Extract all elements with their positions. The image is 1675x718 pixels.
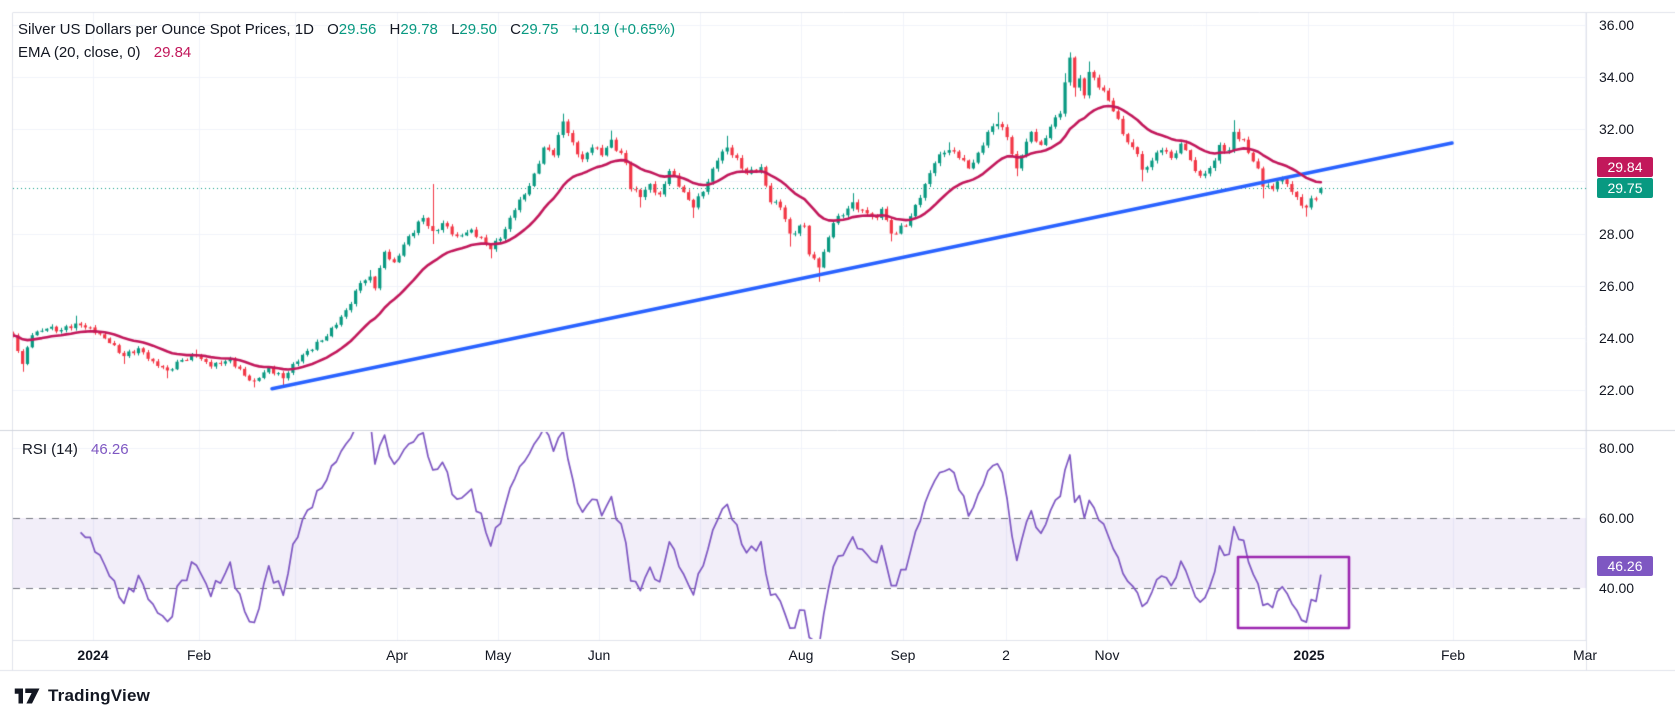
high-label: H — [389, 21, 401, 38]
time-label: Feb — [186, 647, 212, 663]
rsi-tick-label: 60.00 — [1599, 510, 1635, 526]
price-tick-label: 24.00 — [1599, 329, 1635, 346]
symbol-title: Silver US Dollars per Ounce Spot Prices,… — [18, 21, 314, 38]
open-label: O — [327, 21, 339, 38]
ema-value: 29.84 — [153, 44, 192, 61]
time-label: Jun — [587, 647, 611, 663]
symbol-legend[interactable]: Silver US Dollars per Ounce Spot Prices,… — [18, 21, 675, 38]
last-price-badge: 29.75 — [1597, 178, 1653, 198]
low-label: L — [451, 21, 460, 38]
price-tick-label: 28.00 — [1599, 225, 1635, 242]
tradingview-logo-text: TradingView — [48, 686, 151, 705]
time-label: Mar — [1572, 647, 1598, 663]
price-tick-label: 36.00 — [1599, 17, 1635, 33]
ema-legend[interactable]: EMA (20, close, 0) 29.84 — [18, 44, 191, 61]
time-label: Sep — [890, 647, 916, 663]
time-label: Apr — [386, 647, 408, 663]
price-tick-label: 34.00 — [1599, 69, 1635, 86]
tradingview-logo[interactable]: TradingView — [14, 682, 150, 710]
time-label: May — [484, 647, 512, 663]
time-label: 2 — [1002, 647, 1010, 663]
price-axis[interactable]: 36.00 34.00 32.00 28.00 26.00 24.00 22.00 80.00… — [1586, 13, 1675, 670]
time-label: 2024 — [77, 647, 109, 663]
tradingview-logo-icon — [14, 688, 40, 704]
rsi-tick-label: 40.00 — [1599, 580, 1635, 596]
time-label: Nov — [1094, 647, 1120, 663]
high-value: 29.78 — [400, 21, 438, 38]
low-value: 29.50 — [459, 21, 497, 38]
price-tick-label: 22.00 — [1599, 381, 1635, 398]
rsi-value-badge: 46.26 — [1597, 556, 1653, 576]
rsi-tick-label: 80.00 — [1599, 440, 1635, 456]
price-tick-label: 26.00 — [1599, 277, 1635, 294]
close-value: 29.75 — [520, 21, 559, 38]
change-value: +0.19 (+0.65%) — [571, 21, 676, 38]
time-axis[interactable]: 2024 Feb Apr May Jun Aug Sep 2 Nov 2025 Feb Mar — [13, 640, 1597, 670]
rsi-legend[interactable]: RSI (14) 46.26 — [22, 441, 129, 458]
ema-label: EMA (20, close, 0) — [18, 44, 141, 61]
time-label: Feb — [1440, 647, 1466, 663]
rsi-value: 46.26 — [91, 441, 129, 458]
time-label: Aug — [788, 647, 814, 663]
open-value: 29.56 — [338, 21, 377, 38]
rsi-label: RSI (14) — [22, 441, 78, 458]
time-label: 2025 — [1293, 647, 1325, 663]
close-label: C — [510, 21, 521, 38]
ema-price-badge: 29.84 — [1597, 157, 1653, 177]
price-tick-label: 32.00 — [1599, 121, 1635, 138]
